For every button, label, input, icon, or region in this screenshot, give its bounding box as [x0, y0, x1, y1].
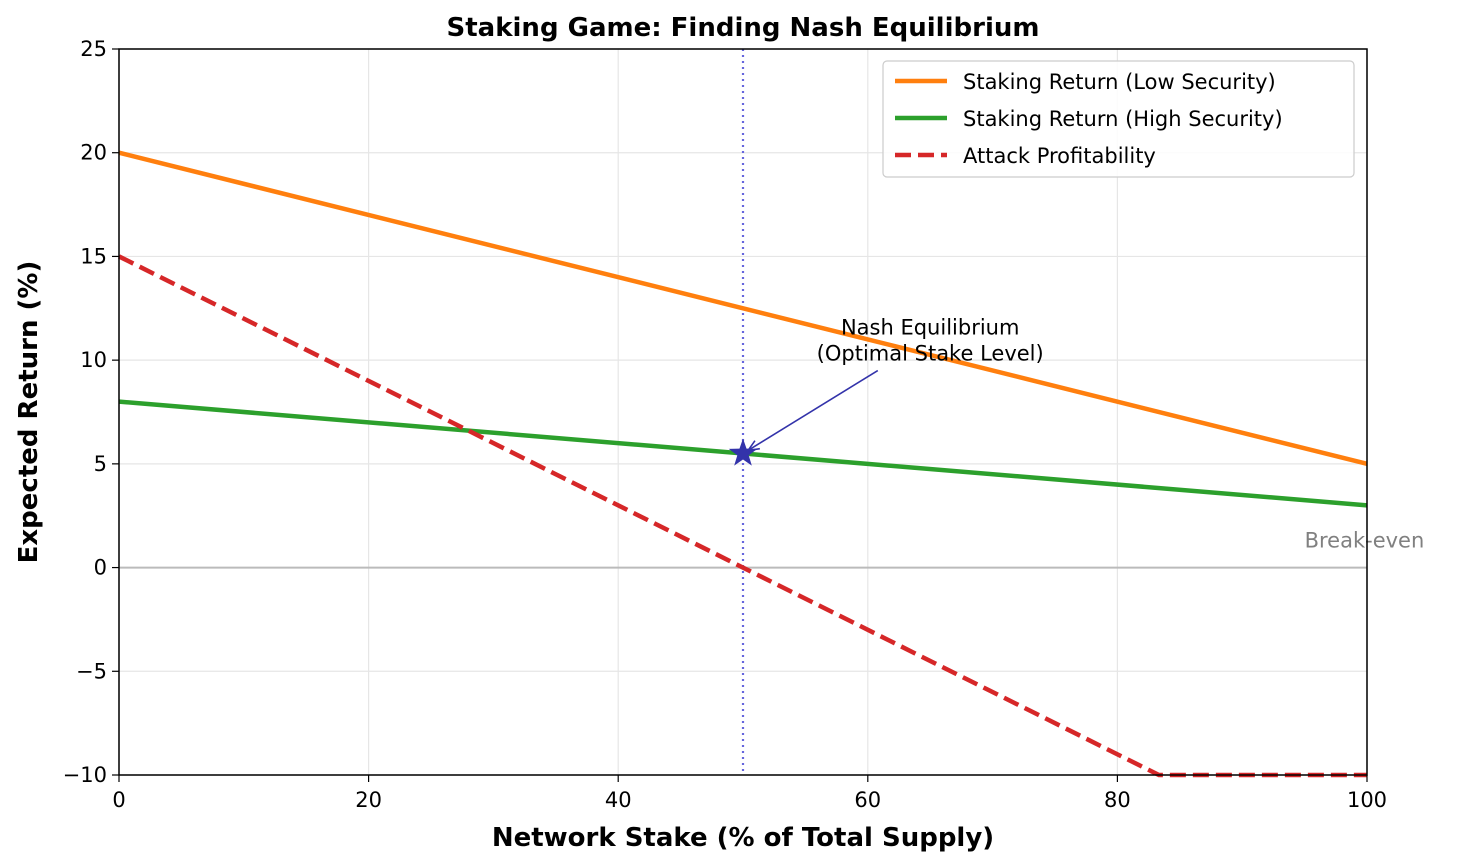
- x-tick-label: 40: [605, 788, 632, 812]
- x-axis-label: Network Stake (% of Total Supply): [492, 823, 994, 853]
- equilibrium-star-marker: [728, 438, 758, 466]
- break-even-label: Break-even: [1305, 529, 1425, 553]
- annotation-text: (Optimal Stake Level): [817, 341, 1044, 365]
- x-tick-label: 20: [355, 788, 382, 812]
- y-tick-label: −10: [63, 763, 107, 787]
- x-tick-label: 0: [112, 788, 125, 812]
- x-tick-label: 100: [1347, 788, 1387, 812]
- legend-label: Staking Return (Low Security): [963, 70, 1276, 94]
- y-tick-label: −5: [76, 659, 107, 683]
- y-tick-label: 20: [80, 141, 107, 165]
- legend-box: [882, 60, 1355, 178]
- legend-label: Attack Profitability: [963, 144, 1156, 168]
- chart-title: Staking Game: Finding Nash Equilibrium: [447, 13, 1040, 43]
- y-tick-label: 0: [94, 556, 107, 580]
- plot-frame: [118, 48, 1368, 776]
- legend: Staking Return (Low Security) Staking Ret…: [882, 60, 1355, 178]
- series-line: [118, 150, 1368, 467]
- x-tick-label: 60: [854, 788, 881, 812]
- legend-label: Staking Return (High Security): [963, 107, 1283, 131]
- y-tick-label: 15: [80, 244, 107, 268]
- annotation-arrow: [747, 369, 879, 452]
- annotation-arrowhead: [746, 440, 760, 452]
- annotation: Nash Equilibrium(Optimal Stake Level): [728, 315, 1044, 466]
- y-tick-label: 25: [80, 37, 107, 61]
- ticks: 0 20 40 60 80 100 −10 −5 0 5 10 15 20 25: [63, 37, 1387, 812]
- y-axis-label: Expected Return (%): [14, 261, 44, 564]
- y-tick-label: 5: [94, 452, 107, 476]
- x-tick-label: 80: [1104, 788, 1131, 812]
- annotation-text: Nash Equilibrium: [841, 315, 1019, 339]
- y-tick-label: 10: [80, 348, 107, 372]
